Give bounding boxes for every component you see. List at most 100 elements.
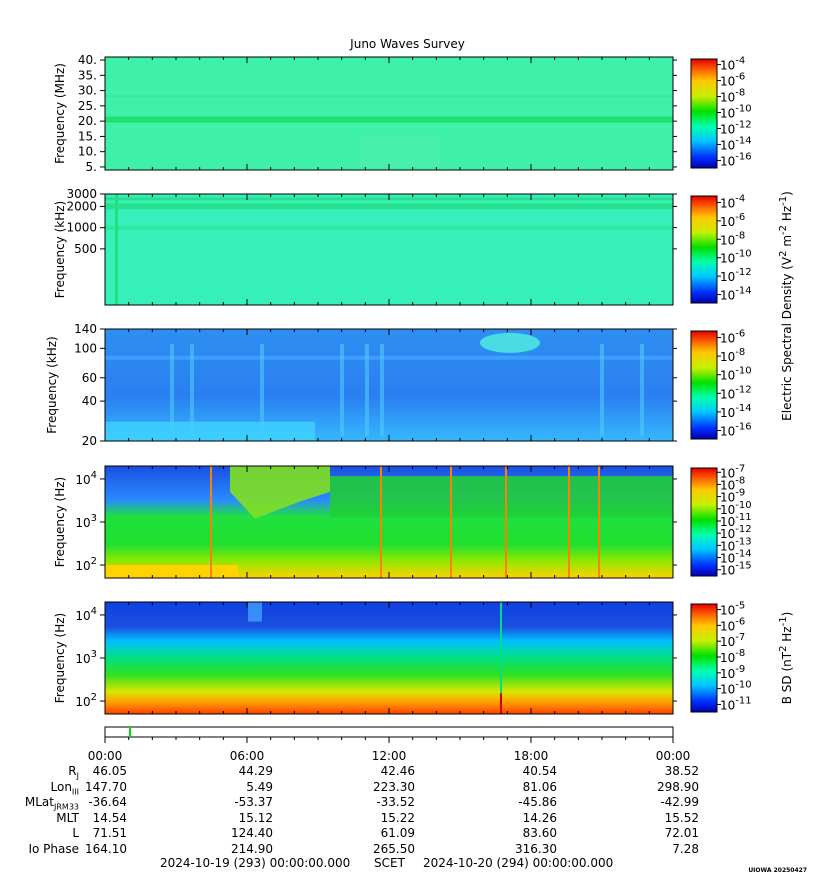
- b-colorbar-title: B SD (nT2 Hz-1): [778, 612, 794, 705]
- time-tick-label: 06:00: [229, 749, 265, 763]
- spectrogram-field: [105, 194, 673, 305]
- y-tick-label: 10.: [78, 145, 97, 159]
- y-axis-label: Frequency (MHz): [53, 63, 67, 164]
- colorbar-label: 10-6: [720, 329, 745, 346]
- colorbar-label: 10-14: [720, 403, 752, 420]
- emission-streak: [500, 693, 502, 714]
- colorbar-label: 10-16: [720, 421, 752, 438]
- ephemeris-value: 46.05: [92, 764, 127, 778]
- colorbar-label: 10-6: [720, 616, 745, 633]
- ephemeris-value: 14.26: [522, 810, 557, 825]
- emission-streak: [640, 344, 644, 436]
- colorbar-label: 10-6: [720, 72, 745, 89]
- timeline-marker: [129, 727, 131, 737]
- colorbar-label: 10-9: [720, 488, 745, 505]
- y-tick-label: 102: [75, 692, 97, 709]
- ephemeris-value: 71.51: [92, 826, 127, 840]
- emission-streak: [190, 344, 194, 436]
- colorbar-label: 10-15: [720, 561, 752, 578]
- emission-band: [105, 116, 673, 123]
- ephemeris-value: 147.70: [85, 779, 127, 794]
- ephemeris-value: 15.12: [238, 810, 273, 825]
- colorbar-label: 10-12: [720, 524, 752, 541]
- colorbar: [690, 58, 718, 169]
- emission-streak: [170, 344, 174, 436]
- y-tick-label: 104: [75, 606, 97, 623]
- ephemeris-value: 14.54: [92, 810, 127, 825]
- chart-title: Juno Waves Survey: [350, 37, 465, 51]
- colorbar-label: 10-4: [720, 56, 745, 73]
- y-tick-label: 35.: [78, 68, 97, 82]
- y-tick-label: 25.: [78, 99, 97, 113]
- ephemeris-value: 7.28: [672, 841, 699, 856]
- y-tick-label: 2000: [66, 199, 97, 213]
- ephemeris-value: -53.37: [234, 795, 273, 809]
- emission-patch: [480, 332, 540, 353]
- e-colorbar-title: Electric Spectral Density (V2 m-2 Hz-1): [778, 191, 794, 421]
- emission-band: [105, 203, 673, 210]
- ephemeris-value: 15.22: [380, 810, 415, 825]
- y-tick-label: 103: [75, 649, 97, 666]
- emission-streak: [340, 344, 344, 436]
- ephemeris-value: 38.52: [664, 764, 699, 778]
- y-tick-label: 20: [82, 434, 97, 448]
- emission-patch: [248, 602, 262, 622]
- colorbar-label: 10-12: [720, 267, 752, 284]
- ephemeris-value: 316.30: [515, 841, 557, 856]
- y-tick-label: 5.: [86, 160, 97, 174]
- emission-band: [105, 225, 673, 230]
- ephemeris-value: -42.99: [660, 795, 699, 809]
- ephemeris-value: 44.29: [238, 764, 273, 778]
- colorbar-label: 10-8: [720, 347, 745, 364]
- ephemeris-value: -33.52: [376, 795, 415, 809]
- y-axis-label: Frequency (kHz): [53, 201, 67, 298]
- ephemeris-value: 81.06: [522, 779, 557, 794]
- emission-streak: [380, 466, 382, 578]
- colorbar-label: 10-9: [720, 664, 745, 681]
- y-tick-label: 15.: [78, 129, 97, 143]
- colorbar-label: 10-5: [720, 601, 745, 618]
- colorbar-label: 10-13: [720, 536, 752, 553]
- ephemeris-value: -45.86: [518, 795, 557, 809]
- ephemeris-label-mlat: MLatJRM33: [24, 795, 79, 812]
- y-tick-label: 1000: [66, 221, 97, 235]
- y-tick-label: 60: [82, 371, 97, 385]
- colorbar-label: 10-6: [720, 212, 745, 229]
- time-tick-label: 18:00: [513, 749, 549, 763]
- colorbar-label: 10-7: [720, 632, 745, 649]
- colorbar-label: 10-10: [720, 104, 752, 121]
- footer-start-time: 2024-10-19 (293) 00:00:00.000: [160, 856, 351, 870]
- y-tick-label: 104: [75, 470, 97, 487]
- spectrogram-panel-3: 140 100 60 40 20 Frequency (kHz) 10-610-8 10-10…: [45, 322, 752, 448]
- y-tick-label: 3000: [66, 187, 97, 201]
- ephemeris-value: 164.10: [85, 841, 127, 856]
- colorbar-label: 10-8: [720, 475, 745, 492]
- emission-streak: [500, 602, 502, 714]
- time-tick-label: 00:00: [87, 749, 123, 763]
- y-tick-label: 40: [82, 394, 97, 408]
- ephemeris-value: 61.09: [380, 826, 415, 840]
- emission-streak: [380, 344, 384, 436]
- ephemeris-value: 265.50: [373, 841, 415, 856]
- emission-patch: [105, 565, 238, 578]
- emission-streak: [450, 466, 452, 578]
- y-tick-label: 140: [74, 322, 97, 336]
- emission-streak: [505, 466, 507, 578]
- y-axis-label: Frequency (Hz): [53, 613, 67, 704]
- emission-patch: [105, 421, 315, 441]
- emission-patch: [360, 136, 440, 167]
- stamp: UIOWA 20250427: [748, 867, 807, 874]
- y-tick-label: 30.: [78, 84, 97, 98]
- y-tick-label: 102: [75, 556, 97, 573]
- ephemeris-value: 83.60: [522, 826, 557, 840]
- emission-streak: [598, 466, 600, 578]
- colorbar-label: 10-12: [720, 119, 752, 136]
- emission-streak: [365, 344, 369, 436]
- footer-scet: SCET: [374, 856, 405, 870]
- emission-band: [105, 95, 673, 98]
- y-tick-label: 20.: [78, 114, 97, 128]
- timeline-bar: [104, 726, 674, 738]
- colorbar-label: 10-12: [720, 384, 752, 401]
